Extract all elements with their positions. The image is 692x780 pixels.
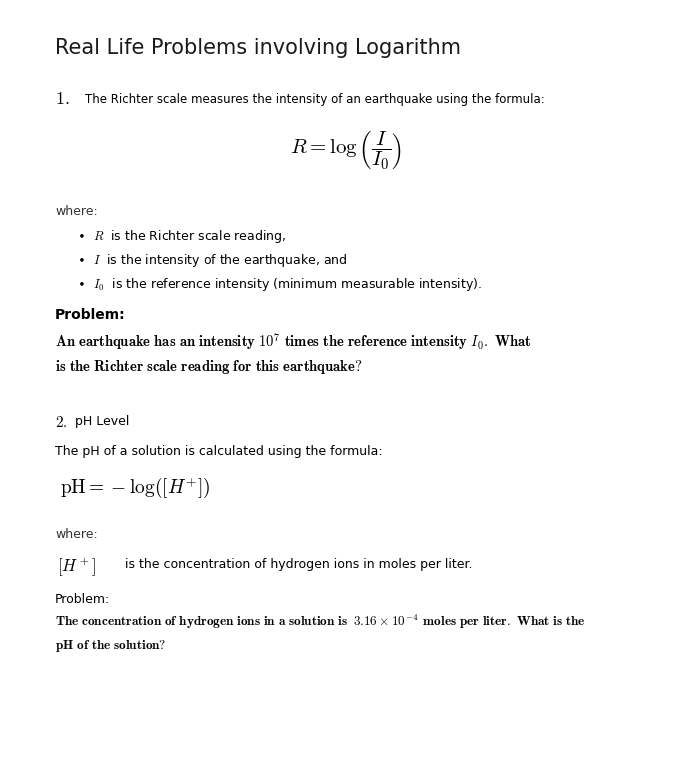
Text: where:: where: bbox=[55, 205, 98, 218]
Text: $\mathbf{The\ concentration\ of\ hydrogen\ ions\ in\ a\ solution\ is}$$\;\;3.16 : $\mathbf{The\ concentration\ of\ hydroge… bbox=[55, 613, 586, 631]
Text: $\bullet$: $\bullet$ bbox=[77, 252, 84, 265]
Text: $2.$: $2.$ bbox=[55, 415, 68, 430]
Text: $\mathbf{pH\ of\ the\ solution?}$: $\mathbf{pH\ of\ the\ solution?}$ bbox=[55, 638, 167, 654]
Text: $\bullet$: $\bullet$ bbox=[77, 228, 84, 241]
Text: where:: where: bbox=[55, 528, 98, 541]
Text: $R = \log\left(\dfrac{I}{I_0}\right)$: $R = \log\left(\dfrac{I}{I_0}\right)$ bbox=[290, 130, 402, 172]
Text: The pH of a solution is calculated using the formula:: The pH of a solution is calculated using… bbox=[55, 445, 383, 458]
Text: $\mathbf{An\ earthquake\ has\ an\ intensity\ 10^7\ times\ the\ reference\ intens: $\mathbf{An\ earthquake\ has\ an\ intens… bbox=[55, 332, 531, 353]
Text: pH Level: pH Level bbox=[75, 415, 129, 428]
Text: $\bullet$: $\bullet$ bbox=[77, 276, 84, 289]
Text: $I_0$  is the reference intensity (minimum measurable intensity).: $I_0$ is the reference intensity (minimu… bbox=[93, 276, 482, 293]
Text: Problem:: Problem: bbox=[55, 308, 126, 322]
Text: $\mathrm{pH} = -\log([H^{+}])$: $\mathrm{pH} = -\log([H^{+}])$ bbox=[60, 475, 210, 500]
Text: Problem:: Problem: bbox=[55, 593, 110, 606]
Text: $\mathbf{is\ the\ Richter\ scale\ reading\ for\ this\ earthquake?}$: $\mathbf{is\ the\ Richter\ scale\ readin… bbox=[55, 358, 363, 376]
Text: is the concentration of hydrogen ions in moles per liter.: is the concentration of hydrogen ions in… bbox=[117, 558, 473, 571]
Text: $1.$: $1.$ bbox=[55, 90, 69, 108]
Text: $R$  is the Richter scale reading,: $R$ is the Richter scale reading, bbox=[93, 228, 286, 245]
Text: $[H^+]$: $[H^+]$ bbox=[57, 555, 96, 578]
Text: $I$  is the intensity of the earthquake, and: $I$ is the intensity of the earthquake, … bbox=[93, 252, 347, 269]
Text: The Richter scale measures the intensity of an earthquake using the formula:: The Richter scale measures the intensity… bbox=[85, 93, 545, 106]
Text: Real Life Problems involving Logarithm: Real Life Problems involving Logarithm bbox=[55, 38, 461, 58]
